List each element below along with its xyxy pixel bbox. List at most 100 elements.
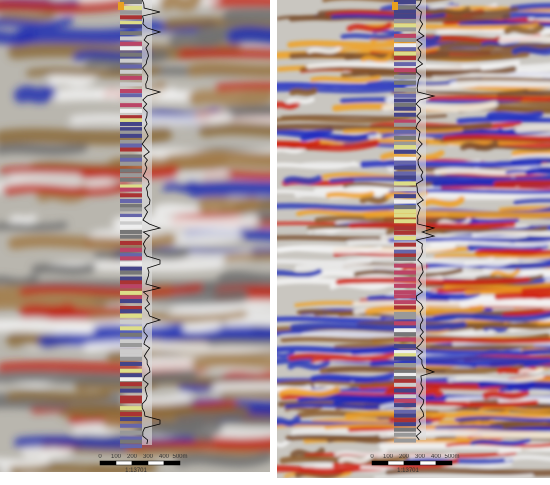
well-log-layer — [394, 27, 416, 32]
well-log-layer — [394, 230, 416, 235]
seismic-reflector — [509, 2, 550, 12]
seismic-reflector — [373, 473, 534, 478]
seismic-reflector — [286, 97, 315, 104]
well-log-layer — [120, 349, 142, 354]
well-log-layer — [394, 332, 416, 337]
well-log-layer — [120, 234, 142, 239]
seismic-reflector — [285, 433, 389, 442]
seismic-reflector — [277, 85, 407, 94]
seismic-reflector — [377, 452, 456, 461]
seismic-reflector — [277, 258, 373, 266]
seismic-reflector — [505, 169, 550, 175]
well-log-curve — [415, 0, 436, 441]
well-log-layer — [394, 209, 416, 214]
well-log-layer — [394, 263, 416, 268]
well-log-layer — [394, 14, 416, 19]
well-log-layer — [120, 36, 142, 41]
seismic-reflector — [307, 47, 341, 54]
seismic-reflector — [30, 159, 133, 172]
seismic-reflector — [0, 392, 125, 411]
scale-segment — [435, 460, 453, 466]
seismic-reflector — [511, 148, 550, 157]
well-log-layer — [120, 46, 142, 51]
seismic-reflector — [223, 252, 270, 263]
well-log-layer — [394, 249, 416, 254]
well-log-layer — [394, 379, 416, 384]
seismic-reflector — [2, 181, 131, 196]
scale-label: 300 — [143, 454, 154, 460]
well-log-layer — [394, 236, 416, 241]
seismic-reflector — [413, 337, 550, 344]
seismic-reflector — [521, 348, 550, 355]
well-log-layer — [394, 102, 416, 107]
well-log-curve — [141, 0, 162, 445]
seismic-reflector — [513, 197, 550, 205]
well-log-layer — [120, 229, 142, 234]
seismic-reflector — [359, 159, 543, 168]
well-log-layer — [120, 161, 142, 166]
seismic-reflector — [97, 87, 177, 98]
well-log-layer — [120, 187, 142, 192]
seismic-reflector — [511, 155, 550, 165]
well-log-layer — [120, 439, 142, 444]
well-log-layer — [120, 143, 142, 148]
well-log-layer — [120, 295, 142, 300]
seismic-reflector — [280, 335, 411, 343]
seismic-panel-left — [0, 0, 270, 472]
well-log-layer — [120, 199, 142, 204]
well-log-layer — [120, 127, 142, 132]
scale-segment — [371, 460, 389, 466]
well-log-layer — [394, 226, 416, 231]
seismic-reflector — [163, 17, 270, 31]
seismic-reflector — [159, 0, 203, 11]
well-log-layer — [120, 339, 142, 344]
well-marker — [392, 2, 398, 10]
well-log-layer — [394, 43, 416, 48]
seismic-reflector — [443, 282, 550, 290]
well-log-layer — [394, 74, 416, 79]
seismic-reflector — [442, 134, 550, 142]
seismic-reflector — [310, 372, 396, 383]
well-log-layer — [120, 261, 142, 266]
scale-label: 0 — [370, 454, 374, 460]
scale-segment — [147, 460, 165, 466]
well-log-layer — [120, 0, 142, 4]
well-log-layer — [394, 418, 416, 423]
seismic-reflector — [169, 30, 226, 48]
seismic-reflector — [0, 29, 36, 46]
well-log-layer — [394, 394, 416, 399]
well-log-layer — [394, 305, 416, 310]
seismic-reflector — [0, 141, 88, 156]
well-log-layer — [394, 242, 416, 247]
seismic-reflector — [434, 425, 550, 431]
seismic-reflector — [478, 405, 550, 413]
seismic-reflector — [449, 129, 550, 138]
well-log-layer — [394, 438, 416, 443]
well-log-layer — [394, 80, 416, 85]
seismic-reflector — [314, 214, 467, 224]
well-log-layer — [394, 300, 416, 305]
well-log-layer — [120, 103, 142, 108]
well-log-layer — [120, 319, 142, 324]
well-log-layer — [120, 157, 142, 162]
well-log-layer — [120, 284, 142, 289]
seismic-reflector — [207, 338, 270, 347]
seismic-reflector — [475, 322, 550, 330]
well-log-layer — [394, 205, 416, 210]
seismic-reflector — [498, 35, 550, 45]
well-log-layer — [120, 411, 142, 416]
well-log-layer — [120, 24, 142, 29]
well-log-layer — [394, 353, 416, 358]
seismic-reflector — [346, 22, 393, 32]
scale-label: 400 — [159, 454, 170, 460]
well-log-layer — [120, 270, 142, 275]
well-log-layer — [120, 41, 142, 46]
scale-ratio: 1:13701 — [397, 468, 419, 474]
seismic-reflector — [515, 124, 550, 133]
scale-segment — [163, 460, 181, 466]
well-log-layer — [394, 427, 416, 432]
seismic-reflector — [344, 411, 550, 420]
scale-label: 200 — [399, 454, 410, 460]
well-log-layer — [120, 353, 142, 358]
seismic-reflector — [277, 439, 290, 448]
